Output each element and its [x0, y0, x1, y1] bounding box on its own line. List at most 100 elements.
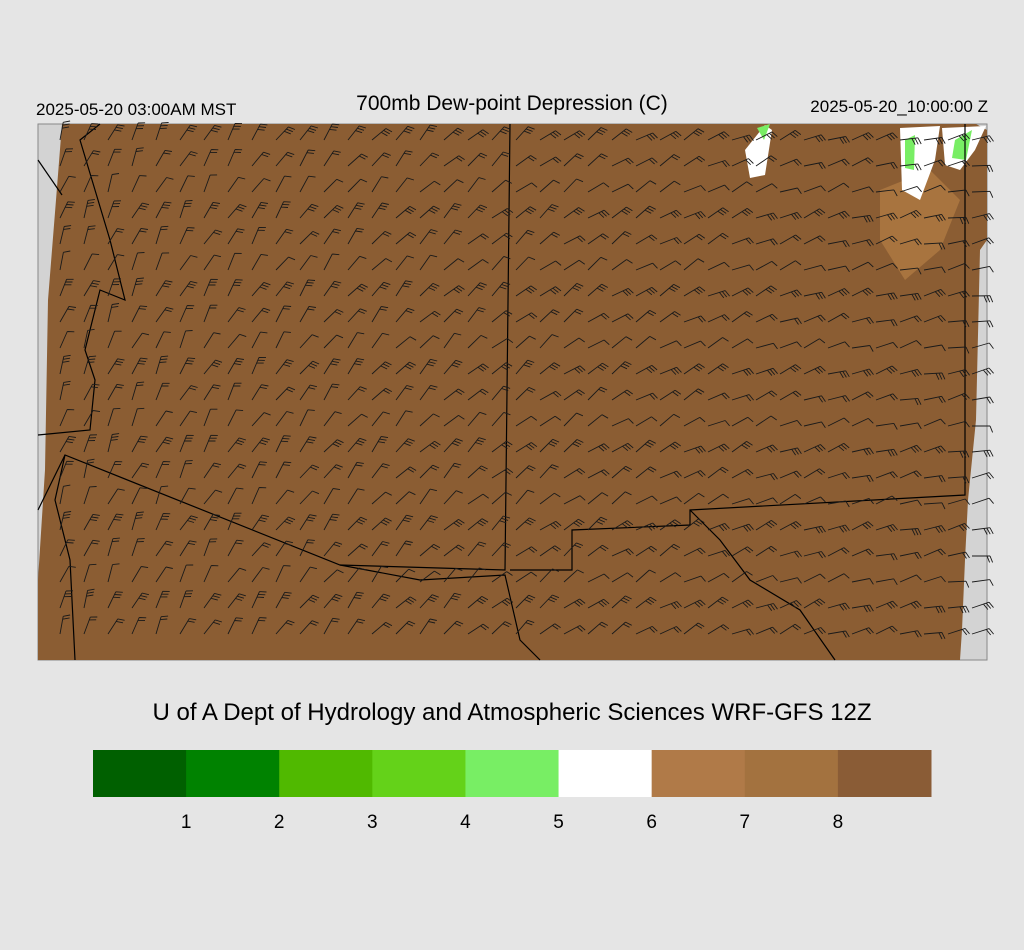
wind-barb	[107, 148, 122, 167]
wind-barb	[827, 443, 850, 453]
wind-barb	[299, 175, 316, 193]
wind-barb	[323, 411, 342, 427]
wind-barb	[203, 384, 221, 401]
wind-barb	[395, 466, 417, 479]
wind-barb	[107, 254, 125, 271]
wind-barb	[635, 625, 658, 635]
wind-barb	[155, 513, 171, 531]
wind-barb	[59, 148, 74, 167]
wind-barb	[203, 513, 220, 531]
wind-barb	[539, 568, 560, 583]
wind-barb	[587, 621, 609, 635]
wind-barb	[971, 472, 994, 480]
wind-barb	[419, 358, 438, 375]
wind-barb	[827, 370, 850, 379]
wind-barb	[731, 441, 753, 453]
wind-barb	[59, 614, 71, 635]
wind-barb	[323, 334, 344, 349]
wind-barb	[275, 201, 291, 219]
wind-barb	[779, 234, 802, 245]
wind-barb	[227, 279, 243, 297]
wind-barb	[971, 425, 994, 433]
wind-barb	[203, 408, 218, 427]
wind-barb	[971, 190, 994, 198]
wind-barb	[707, 549, 730, 557]
wind-barb	[275, 228, 294, 245]
wind-barb	[275, 489, 295, 505]
wind-barb	[563, 308, 584, 323]
wind-barb	[299, 384, 318, 401]
wind-barb	[131, 175, 147, 193]
wind-barb	[467, 363, 489, 375]
wind-barb	[899, 444, 922, 453]
color-box	[279, 750, 373, 797]
wind-barb	[851, 391, 874, 401]
wind-barb	[779, 390, 802, 401]
wind-barb	[587, 386, 608, 401]
moist-patch	[757, 124, 770, 140]
field-patch	[880, 170, 960, 280]
wind-barb	[203, 174, 218, 193]
wind-barb	[107, 124, 125, 141]
wind-barb	[851, 474, 874, 483]
wind-barb	[251, 307, 271, 323]
wind-barb	[299, 305, 316, 323]
wind-barb	[683, 388, 705, 401]
wind-barb	[179, 540, 197, 557]
wind-barb	[179, 357, 196, 375]
wind-barb	[467, 177, 486, 193]
wind-barb	[851, 497, 874, 505]
wind-barb	[107, 173, 120, 193]
wind-barb	[515, 571, 538, 583]
wind-barb	[395, 232, 417, 245]
wind-barb	[155, 485, 169, 505]
wind-barb	[467, 596, 489, 609]
wind-barb	[347, 618, 366, 635]
wind-barb	[659, 601, 682, 610]
wind-barb	[803, 468, 826, 479]
wind-barb	[419, 488, 438, 505]
wind-barb	[563, 495, 586, 505]
wind-barb	[395, 150, 413, 167]
wind-barb	[371, 411, 391, 427]
wind-barb	[131, 435, 148, 453]
wind-barb	[587, 598, 610, 609]
wind-barb	[659, 470, 682, 479]
wind-barb	[179, 124, 198, 141]
wind-barb	[875, 471, 898, 479]
wind-barb	[803, 496, 826, 505]
wind-barb	[515, 442, 538, 453]
wind-barb	[299, 360, 320, 375]
wind-barb	[395, 385, 414, 401]
wind-barb	[83, 225, 96, 245]
wind-barb	[683, 286, 706, 297]
wind-barb	[467, 411, 487, 427]
wind-barb	[563, 569, 584, 583]
wind-barb	[923, 159, 946, 167]
wind-barb	[971, 237, 994, 245]
wind-barb	[131, 332, 150, 349]
wind-barb	[467, 334, 488, 349]
wind-barb	[371, 230, 392, 245]
utc-time: 2025-05-20_10:00:00 Z	[810, 97, 988, 116]
wind-barb	[611, 231, 632, 245]
wind-barb	[755, 313, 778, 323]
wind-barb	[155, 590, 170, 609]
wind-barb	[299, 255, 318, 271]
wind-barb	[491, 621, 512, 635]
wind-barb	[755, 367, 778, 376]
wind-barb	[659, 154, 681, 167]
wind-barb	[347, 413, 368, 427]
wind-barb	[587, 283, 609, 297]
wind-barb	[587, 312, 610, 323]
wind-barb	[971, 164, 994, 172]
wind-barb	[899, 163, 922, 171]
wind-barb	[467, 437, 486, 453]
wind-barb	[635, 132, 658, 141]
wind-barb	[179, 385, 198, 401]
wind-barb	[683, 340, 706, 349]
wind-barb	[467, 623, 490, 635]
wind-barb	[227, 333, 247, 349]
wind-barb	[611, 621, 632, 635]
